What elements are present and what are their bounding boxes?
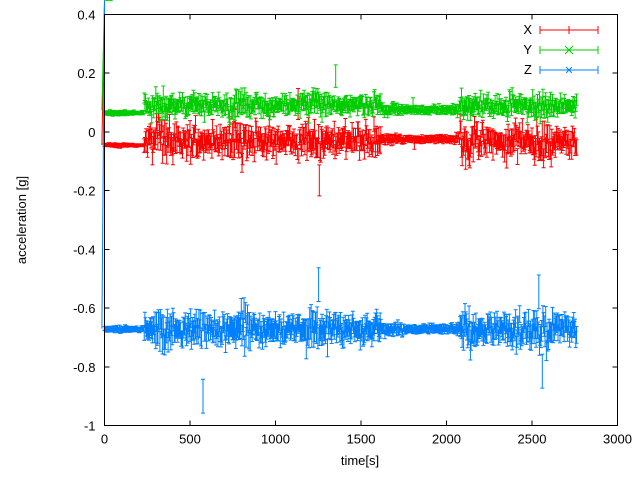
legend-key-z: [539, 66, 599, 74]
y-axis-title: acceleration [g]: [14, 176, 29, 264]
series-z: [101, 0, 579, 414]
legend-label-x: X: [523, 22, 532, 37]
x-tick-label: 2000: [432, 432, 461, 447]
y-tick-label: 0.2: [77, 66, 95, 81]
series-y: [102, 1, 579, 125]
legend: XYZ: [523, 22, 599, 77]
x-tick-label: 2500: [518, 432, 547, 447]
x-tick-label: 0: [101, 432, 108, 447]
y-tick-label: 0: [88, 125, 95, 140]
legend-label-z: Z: [524, 62, 532, 77]
y-tick-label: -0.8: [73, 360, 95, 375]
y-tick-label: -0.6: [73, 301, 95, 316]
x-axis-tick-labels: 0 500 1000 1500 2000 2500 3000: [101, 432, 632, 447]
error-bars: [102, 267, 579, 414]
legend-key-y: [539, 45, 599, 55]
x-tick-label: 1500: [347, 432, 376, 447]
plot-frame: [104, 14, 618, 426]
x-axis-title: time[s]: [341, 453, 379, 468]
error-bars: [102, 64, 579, 125]
y-axis-tick-labels: 0.4 0.2 0 -0.2 -0.4 -0.6 -0.8 -1: [73, 8, 95, 434]
legend-key-x: [539, 26, 599, 34]
y-tick-label: 0.4: [77, 8, 95, 23]
x-tick-label: 1000: [261, 432, 290, 447]
x-tick-label: 3000: [603, 432, 632, 447]
y-tick-label: -0.4: [73, 242, 95, 257]
x-tick-label: 500: [179, 432, 201, 447]
y-tick-label: -0.2: [73, 184, 95, 199]
data-series-layer: [102, 1, 579, 414]
y-tick-label: -1: [84, 419, 96, 434]
legend-label-y: Y: [523, 42, 532, 57]
